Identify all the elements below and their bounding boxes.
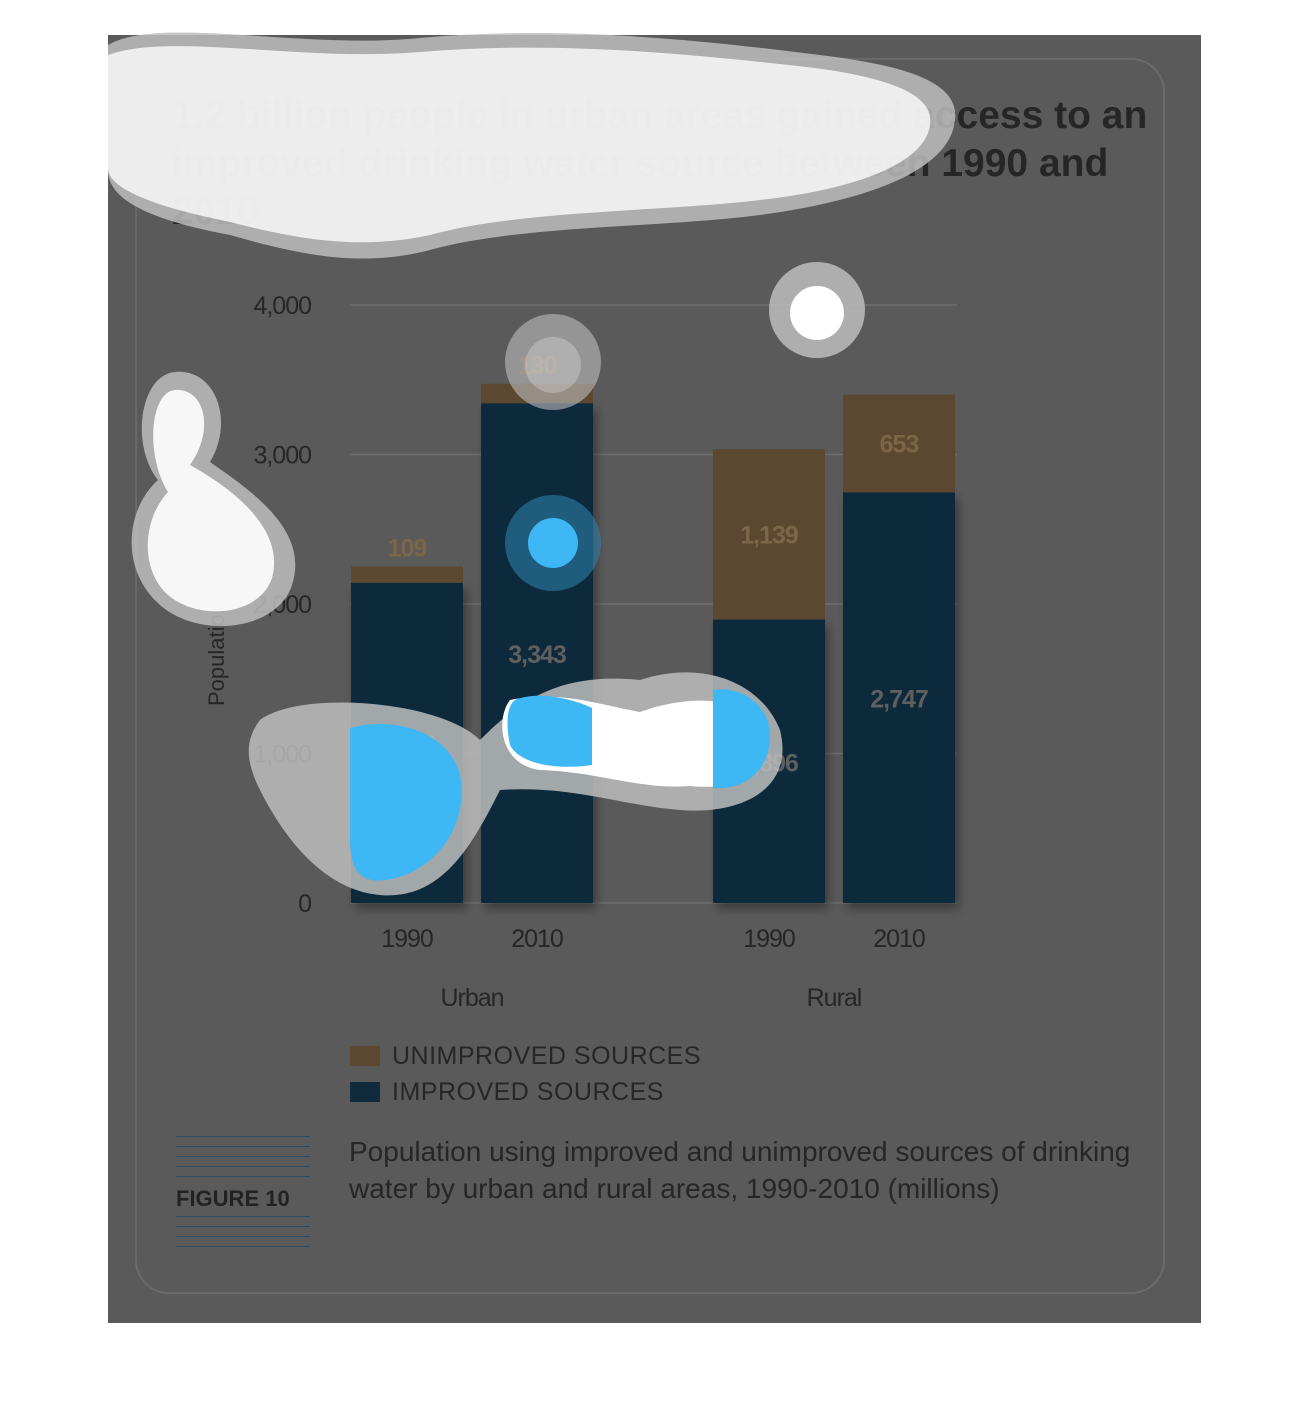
legend-swatch-improved — [350, 1082, 380, 1102]
legend: UNIMPROVED SOURCES IMPROVED SOURCES — [350, 1038, 701, 1110]
y-tick-label: 0 — [298, 890, 311, 918]
legend-label-unimproved: UNIMPROVED SOURCES — [392, 1041, 702, 1070]
data-label-improved: 3,343 — [508, 641, 566, 669]
bar-improved — [843, 492, 955, 903]
bar-unimproved — [843, 394, 955, 493]
data-label-unimproved: 1,139 — [740, 521, 798, 549]
data-label-improved: 1,896 — [740, 749, 798, 777]
legend-item-unimproved: UNIMPROVED SOURCES — [350, 1038, 701, 1074]
data-label-improved: 2,747 — [870, 686, 928, 714]
y-tick-label: 4,000 — [253, 292, 311, 320]
legend-item-improved: IMPROVED SOURCES — [350, 1074, 701, 1110]
x-tick-label: 2010 — [873, 925, 925, 953]
figure-caption: Population using improved and unimproved… — [349, 1136, 1131, 1204]
data-label-unimproved: 653 — [880, 431, 919, 459]
legend-label-improved: IMPROVED SOURCES — [392, 1077, 664, 1106]
legend-swatch-unimproved — [350, 1046, 380, 1066]
x-group-label: Rural — [807, 984, 862, 1012]
data-label-improved: 2,142 — [378, 731, 436, 759]
bar-unimproved — [713, 449, 825, 620]
y-tick-label: 2,000 — [253, 591, 311, 619]
data-label-unimproved: 130 — [518, 352, 557, 380]
y-tick-label: 3,000 — [253, 442, 311, 470]
y-tick-label: 1,000 — [253, 741, 311, 769]
bar-unimproved — [351, 566, 463, 583]
figure-number: FIGURE 10 — [176, 1184, 310, 1214]
bar-unimproved — [481, 383, 593, 404]
x-tick-label: 1990 — [381, 925, 433, 953]
x-group-label: Urban — [440, 984, 503, 1012]
x-tick-label: 1990 — [743, 925, 795, 953]
data-label-unimproved: 109 — [388, 534, 427, 562]
x-tick-label: 2010 — [511, 925, 563, 953]
